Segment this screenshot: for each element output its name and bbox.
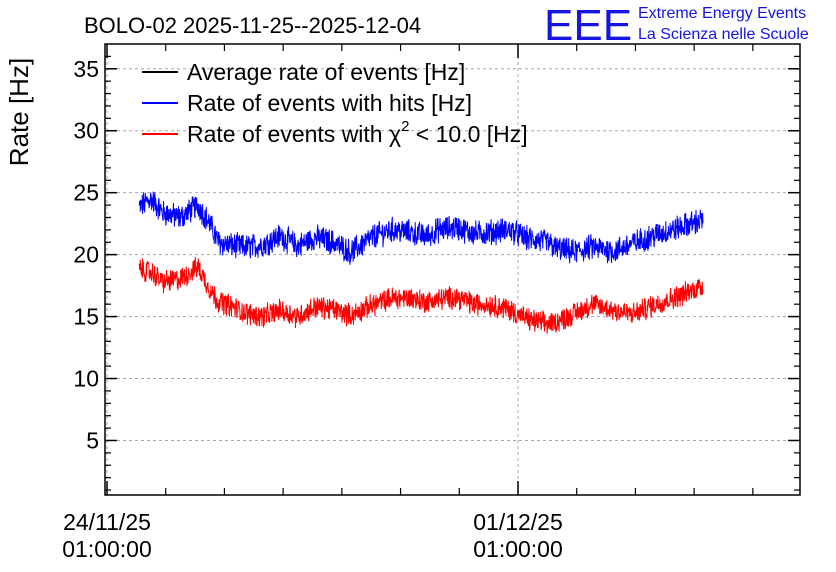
series-line-1: [138, 191, 704, 265]
plot-frame: [104, 43, 801, 496]
x-tick-label-date: 24/11/25: [63, 509, 151, 535]
axes: 510152025303524/11/2501:00:0001/12/2501:…: [62, 43, 801, 562]
legend-entry-chi2: Rate of events with χ2 < 10.0 [Hz]: [142, 118, 528, 147]
y-tick-label: 20: [73, 242, 99, 268]
legend: Average rate of events [Hz] Rate of even…: [142, 59, 528, 147]
y-tick-label: 10: [73, 366, 99, 392]
x-tick-label-date: 01/12/25: [473, 509, 563, 535]
legend-label-hits: Rate of events with hits [Hz]: [187, 90, 472, 116]
logo-line2: La Scienza nelle Scuole: [638, 26, 809, 43]
y-tick-label: 35: [73, 56, 99, 82]
chart-title: BOLO-02 2025-11-25--2025-12-04: [84, 13, 421, 38]
legend-label-average: Average rate of events [Hz]: [187, 59, 465, 85]
legend-label-chi2-sup: 2: [401, 118, 409, 135]
legend-entry-average: Average rate of events [Hz]: [142, 59, 465, 85]
x-tick-label-time: 01:00:00: [62, 536, 152, 562]
y-tick-label: 30: [73, 118, 99, 144]
legend-label-chi2: Rate of events with χ2 < 10.0 [Hz]: [187, 118, 528, 147]
y-tick-label: 15: [73, 304, 99, 330]
grid-lines: [105, 44, 800, 495]
eee-logo: EEE Extreme Energy Events La Scienza nel…: [544, 1, 809, 50]
series-layer: [138, 191, 704, 334]
y-tick-label: 25: [73, 180, 99, 206]
logo-line1: Extreme Energy Events: [638, 5, 806, 22]
x-tick-label-time: 01:00:00: [473, 536, 563, 562]
legend-label-chi2-prefix: Rate of events with χ: [187, 121, 401, 147]
legend-label-chi2-suffix: < 10.0 [Hz]: [409, 121, 527, 147]
y-tick-label: 5: [86, 427, 99, 453]
series-line-2: [138, 256, 704, 334]
y-axis-label: Rate [Hz]: [4, 58, 34, 166]
logo-letters: EEE: [544, 1, 632, 50]
legend-entry-hits: Rate of events with hits [Hz]: [142, 90, 472, 116]
